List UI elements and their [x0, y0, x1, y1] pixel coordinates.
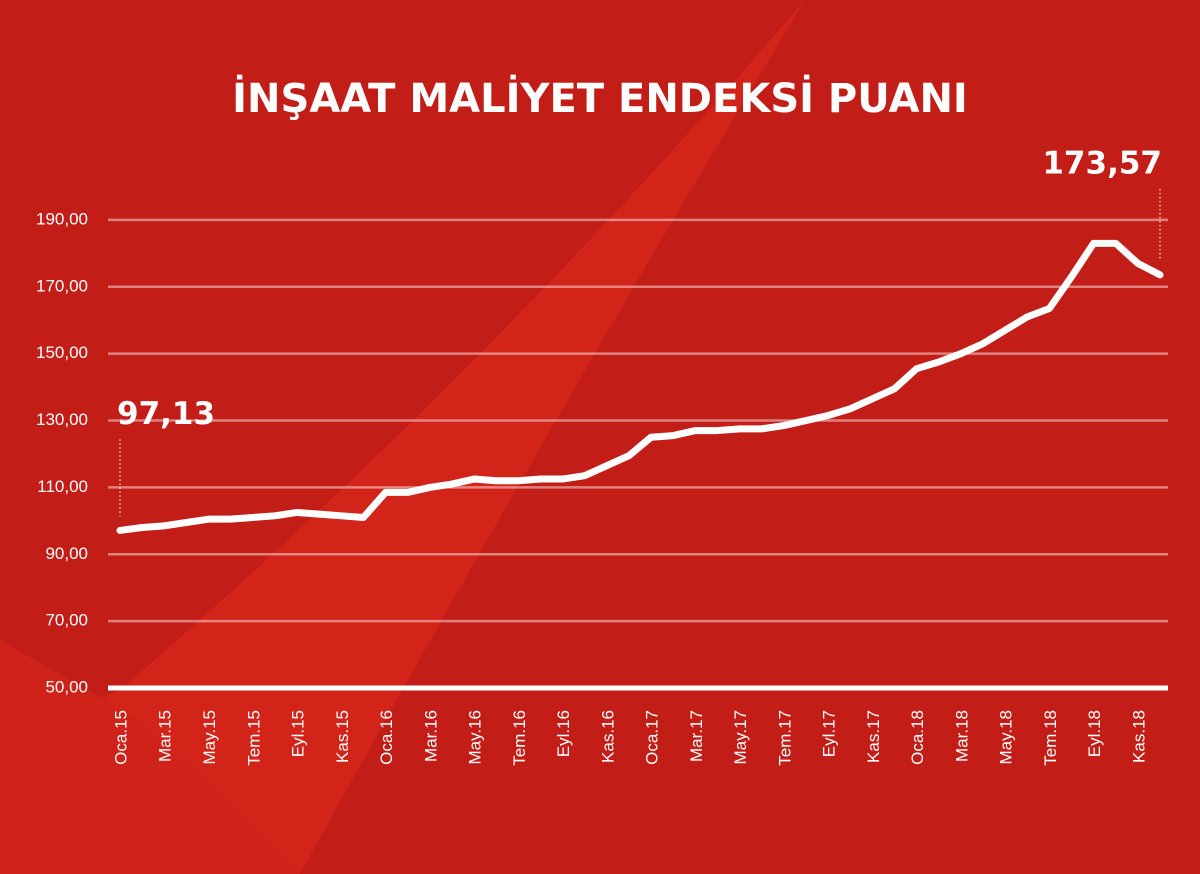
- x-tick-label: Tem.16: [510, 710, 529, 766]
- x-tick-label: Oca.16: [377, 710, 396, 765]
- x-tick-label: Mar.16: [421, 710, 440, 762]
- y-tick-label: 170,00: [36, 276, 88, 295]
- data-label: 173,57: [1042, 145, 1162, 181]
- x-tick-label: Kas.17: [864, 710, 883, 763]
- x-tick-label: Mar.15: [156, 710, 175, 762]
- x-tick-label: Eyl.17: [820, 710, 839, 757]
- x-tick-label: Kas.18: [1129, 710, 1148, 763]
- x-tick-label: Mar.17: [687, 710, 706, 762]
- y-tick-label: 90,00: [45, 544, 88, 563]
- x-tick-label: Eyl.18: [1085, 710, 1104, 757]
- y-tick-label: 130,00: [36, 410, 88, 429]
- x-tick-label: Mar.18: [952, 710, 971, 762]
- chart-title: İNŞAAT MALİYET ENDEKSİ PUANI: [232, 74, 968, 122]
- y-tick-label: 150,00: [36, 343, 88, 362]
- y-tick-label: 50,00: [45, 677, 88, 696]
- y-tick-label: 70,00: [45, 611, 88, 630]
- x-tick-label: May.15: [200, 710, 219, 765]
- x-tick-label: Oca.15: [111, 710, 130, 765]
- line: [116, 239, 1164, 534]
- y-tick-label: 110,00: [37, 477, 88, 496]
- background-stripe: [0, 0, 805, 874]
- x-tick-label: Eyl.16: [554, 710, 573, 757]
- data-label: 97,13: [117, 396, 215, 432]
- y-tick-label: 190,00: [36, 209, 88, 228]
- x-tick-label: May.17: [731, 710, 750, 765]
- x-tick-label: May.18: [997, 710, 1016, 765]
- x-tick-label: Kas.16: [598, 710, 617, 763]
- x-tick-label: Kas.15: [333, 710, 352, 763]
- x-tick-label: Tem.15: [244, 710, 263, 766]
- x-tick-label: Eyl.15: [289, 710, 308, 757]
- plot: 50,00 70,00 90,00 110,00 130,00 150,00 170,00 1…: [36, 145, 1168, 766]
- x-tick-label: May.16: [466, 710, 485, 765]
- background-stripe: [0, 640, 300, 874]
- x-tick-label: Oca.17: [643, 710, 662, 765]
- x-tick-label: Oca.18: [908, 710, 927, 765]
- x-tick-label: Tem.18: [1041, 710, 1060, 766]
- x-tick-label: Tem.17: [775, 710, 794, 766]
